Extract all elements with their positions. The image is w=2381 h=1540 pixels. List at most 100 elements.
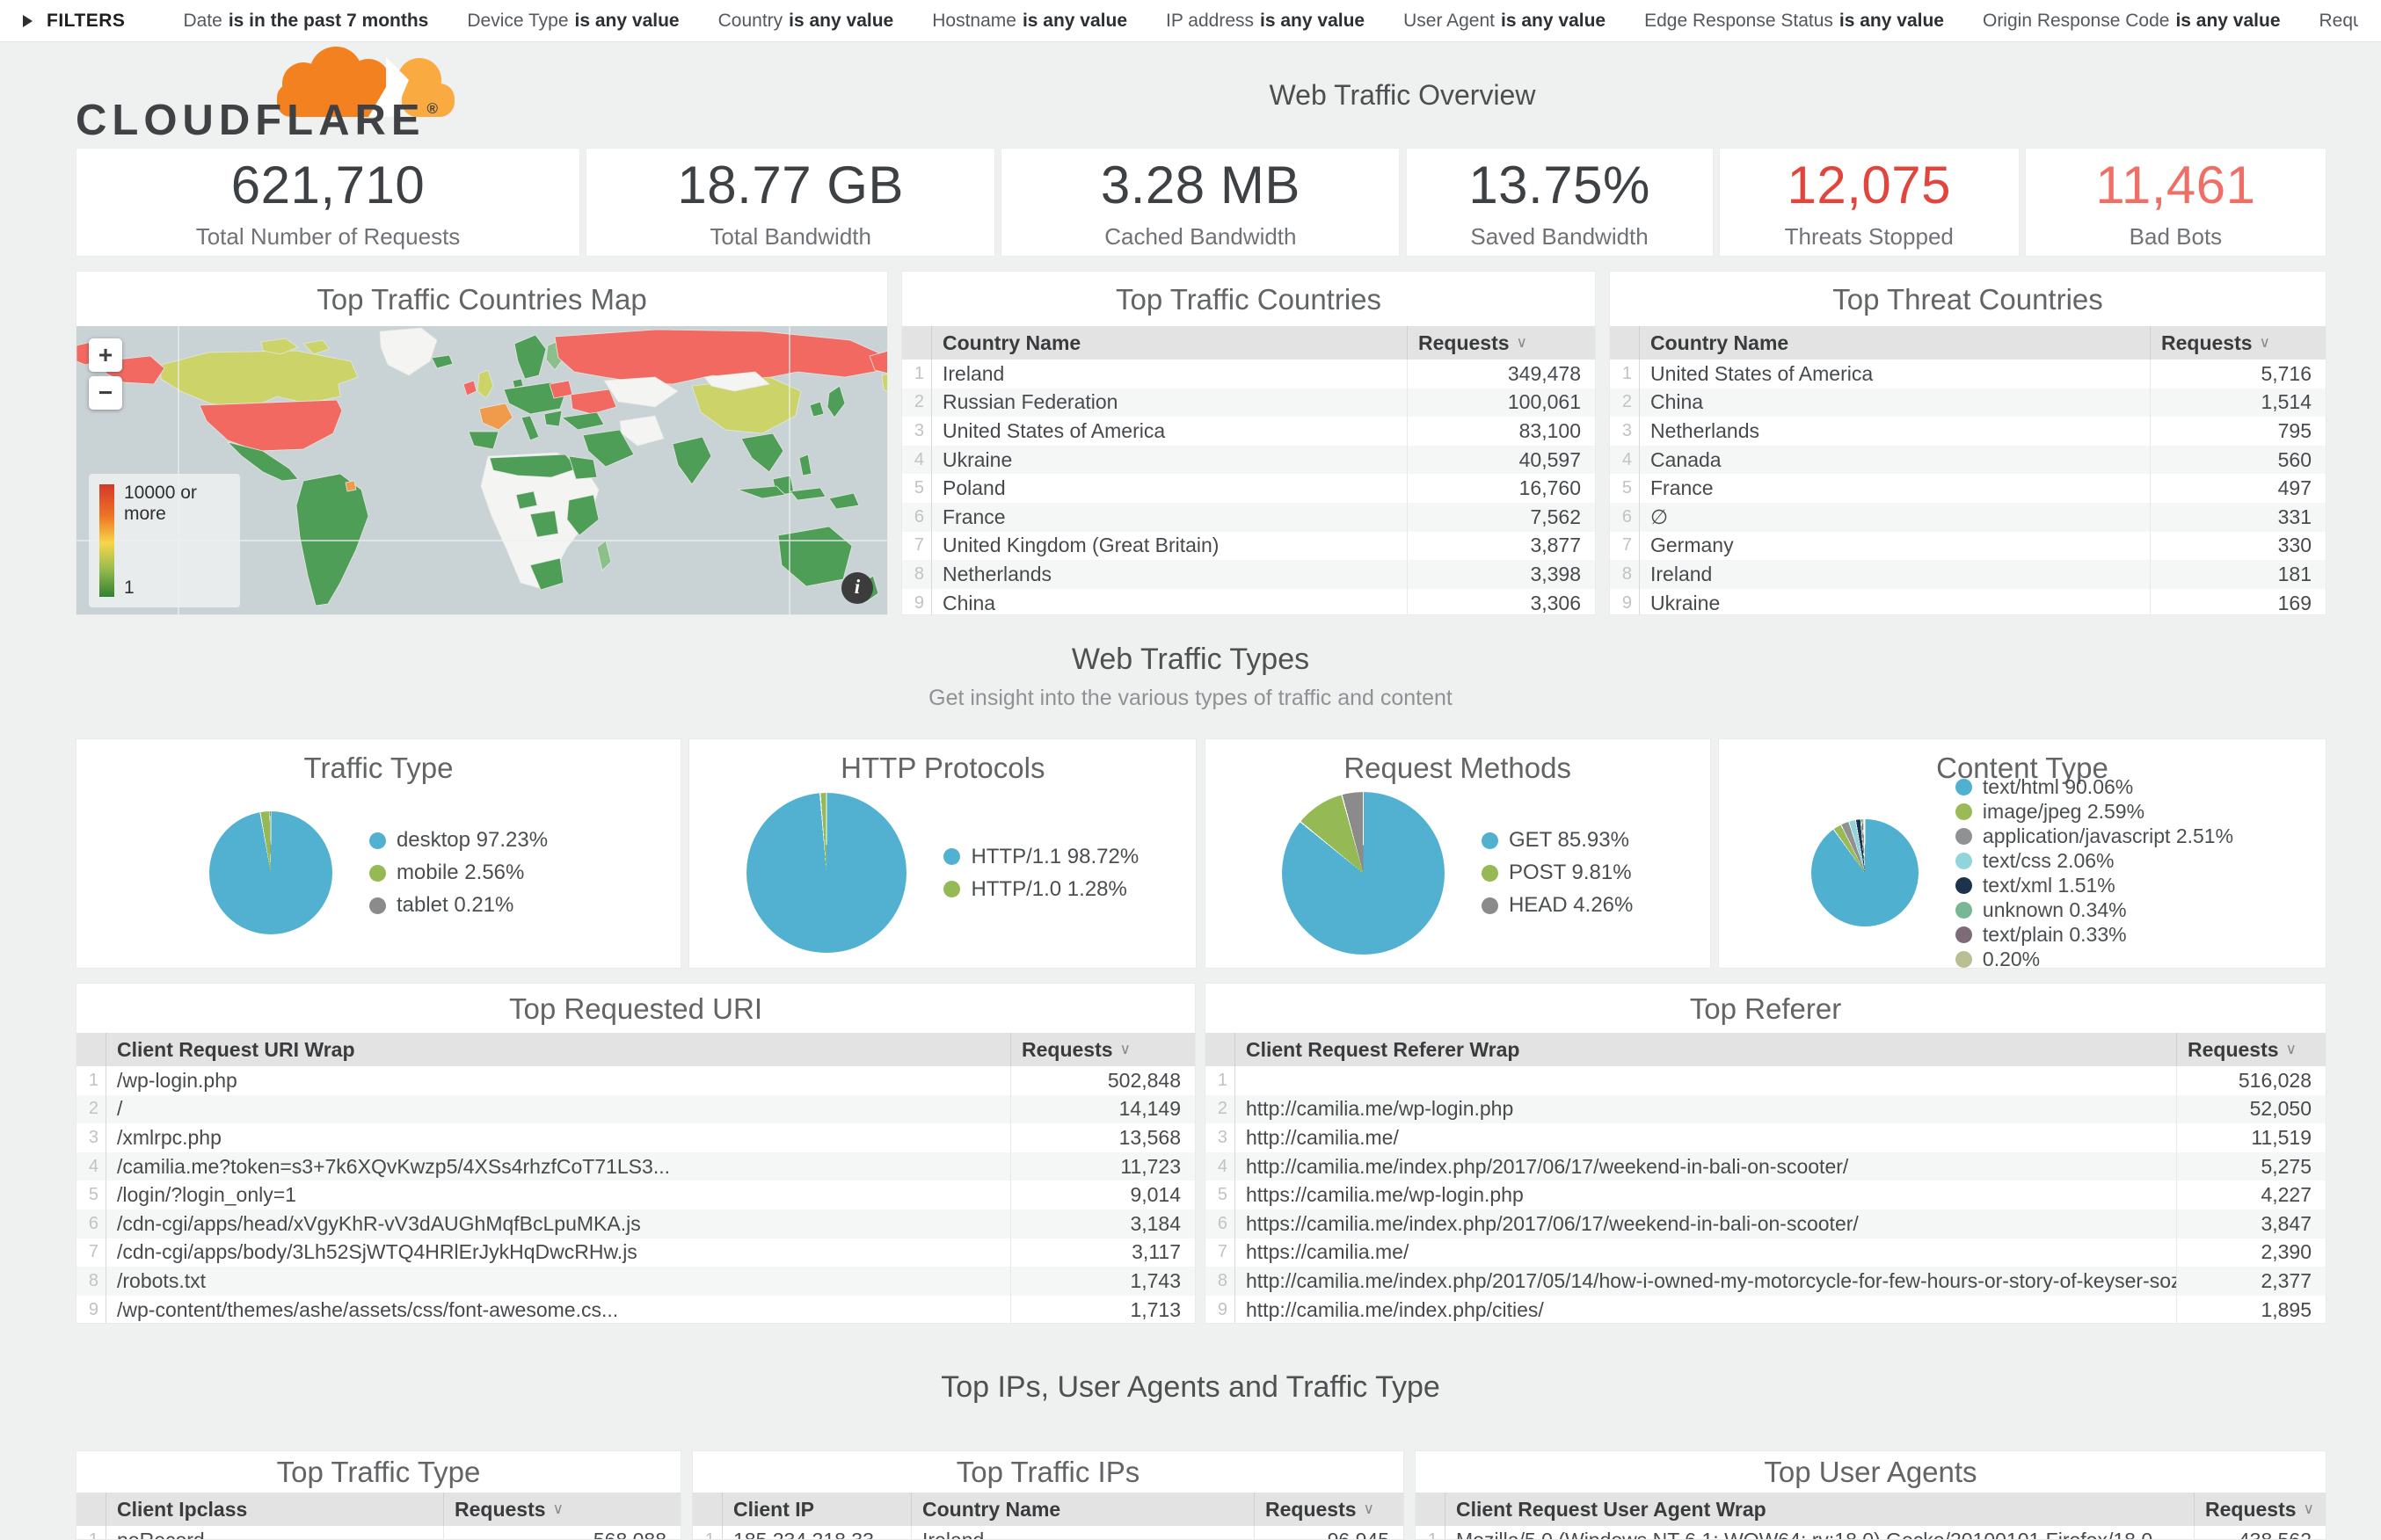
legend-item[interactable]: text/css 2.06% (1955, 849, 2233, 873)
legend-item[interactable]: desktop 97.23% (368, 828, 548, 853)
table-row[interactable]: 1 Ireland 349,478 (902, 360, 1595, 389)
legend-label: POST 9.81% (1508, 861, 1632, 884)
table-row[interactable]: 1 Mozilla/5.0 (Windows NT 6.1; WOW64; rv:… (1416, 1526, 2326, 1539)
legend-item[interactable]: HTTP/1.0 1.28% (943, 877, 1139, 902)
map-zoom-out-button[interactable]: − (89, 376, 122, 410)
table-row[interactable]: 3/xmlrpc.php 13,568 (76, 1123, 1195, 1152)
column-header[interactable]: Country Name (1650, 331, 1789, 354)
table-row[interactable]: 9 http://camilia.me/index.php/cities/1,89… (1205, 1295, 2326, 1323)
table-row[interactable]: 4/camilia.me?token=s3+7k6XQvKwzp5/4XSs4r… (76, 1151, 1195, 1181)
content-type-pie-chart[interactable] (1810, 819, 1919, 926)
table-row[interactable]: 4 http://camilia.me/index.php/2017/06/17/… (1205, 1151, 2326, 1181)
table-row[interactable]: 9 Ukraine 169 (1610, 588, 2326, 614)
column-header[interactable]: Requests ∨ (2150, 326, 2326, 360)
chart-legend: HTTP/1.1 98.72% HTTP/1.0 1.28% (943, 837, 1139, 910)
column-header[interactable]: Requests ∨ (1010, 1033, 1195, 1066)
table-row[interactable]: 4 Canada 560 (1610, 445, 2326, 475)
legend-item[interactable]: text/xml 1.51% (1955, 874, 2233, 897)
filter-item[interactable]: User Agent is any value (1403, 10, 1606, 31)
filter-item[interactable]: Request URIis any value (2319, 10, 2358, 31)
table-row[interactable]: 4 Ukraine 40,597 (902, 445, 1595, 475)
column-header[interactable]: Requests ∨ (1254, 1493, 1403, 1526)
table-row[interactable]: 2 http://camilia.me/wp-login.php 52,050 (1205, 1094, 2326, 1124)
filter-item[interactable]: Hostname is any value (932, 10, 1128, 31)
table-row[interactable]: 1 516,028 (1205, 1066, 2326, 1095)
legend-item[interactable]: HTTP/1.1 98.72% (943, 845, 1139, 869)
table-row[interactable]: 5 Poland 16,760 (902, 474, 1595, 503)
traffic-type-pie-chart[interactable] (208, 811, 332, 934)
table-row[interactable]: 8/robots.txt 1,743 (76, 1267, 1195, 1296)
table-row[interactable]: 1 noRecord 568,088 (76, 1526, 681, 1539)
column-header[interactable]: Country Name (943, 331, 1081, 354)
table-row[interactable]: 2 / 14,149 (76, 1094, 1195, 1124)
table-row[interactable]: 7/cdn-cgi/apps/body/3Lh52SjWTQ4HRlErJykH… (76, 1238, 1195, 1268)
legend-item[interactable]: 0.20% (1955, 948, 2233, 968)
legend-item[interactable]: text/html 90.06% (1955, 775, 2233, 799)
legend-item[interactable]: tablet 0.21% (368, 893, 548, 918)
top-requested-uri-panel: Top Requested URI Client Request URI Wra… (76, 983, 1196, 1324)
column-header[interactable]: Client Request Referer Wrap (1246, 1037, 1520, 1061)
request-methods-pie-chart[interactable] (1281, 791, 1445, 955)
row-number: 4 (1610, 445, 1640, 475)
table-row[interactable]: 6 France 7,562 (902, 502, 1595, 532)
table-row[interactable]: 5 France 497 (1610, 474, 2326, 503)
http-protocols-pie-chart[interactable] (746, 793, 907, 953)
table-row[interactable]: 9 China 3,306 (902, 588, 1595, 614)
table-row[interactable]: 6 https://camilia.me/index.php/2017/06/17… (1205, 1209, 2326, 1239)
column-header[interactable]: Requests ∨ (2176, 1033, 2326, 1066)
table-row[interactable]: 1 185.234.218.33 Ireland 96,945 (693, 1526, 1403, 1539)
filter-item[interactable]: Origin Response Code is any value (1982, 10, 2281, 31)
table-row[interactable]: 9/wp-content/themes/ashe/assets/css/font… (76, 1295, 1195, 1323)
filter-item[interactable]: Date is in the past 7 months (183, 10, 429, 31)
map-info-button[interactable]: i (841, 572, 873, 604)
legend-item[interactable]: GET 85.93% (1481, 828, 1633, 853)
column-header[interactable]: Client Ipclass (117, 1497, 248, 1521)
top-ips-section-header: Top IPs, User Agents and Traffic Type (0, 1324, 2381, 1450)
filter-item[interactable]: Country is any value (717, 10, 894, 31)
legend-item[interactable]: POST 9.81% (1481, 861, 1633, 885)
table-row[interactable]: 3 United States of America 83,100 (902, 417, 1595, 446)
column-header[interactable]: Client Request URI Wrap (117, 1037, 355, 1061)
column-header[interactable]: Requests ∨ (443, 1493, 681, 1526)
filter-item[interactable]: IP address is any value (1166, 10, 1365, 31)
table-row[interactable]: 7 United Kingdom (Great Britain) 3,877 (902, 531, 1595, 561)
filter-item[interactable]: Edge Response Status is any value (1644, 10, 1944, 31)
table-row[interactable]: 3 http://camilia.me/11,519 (1205, 1123, 2326, 1152)
map-zoom-in-button[interactable]: + (89, 338, 122, 372)
column-header[interactable]: Country Name (911, 1493, 1254, 1526)
table-header-row: Country Name Requests ∨ (1610, 326, 2326, 360)
panel-title: Top Traffic Type (276, 1456, 481, 1488)
table-row[interactable]: 8 Ireland 181 (1610, 560, 2326, 589)
table-row[interactable]: 5 https://camilia.me/wp-login.php 4,227 (1205, 1180, 2326, 1209)
table-row[interactable]: 2 Russian Federation 100,061 (902, 388, 1595, 418)
table-row[interactable]: 6/cdn-cgi/apps/head/xVgyKhR-vV3dAUGhMqfB… (76, 1209, 1195, 1239)
table-row[interactable]: 8 http://camilia.me/index.php/2017/05/14/… (1205, 1267, 2326, 1296)
column-header[interactable]: Requests ∨ (2194, 1493, 2326, 1526)
cell: 3,306 (1407, 588, 1595, 614)
table-row[interactable]: 3 Netherlands 795 (1610, 417, 2326, 446)
table-row[interactable]: 8 Netherlands 3,398 (902, 560, 1595, 589)
legend-item[interactable]: unknown 0.34% (1955, 898, 2233, 922)
table-row[interactable]: 7 https://camilia.me/2,390 (1205, 1238, 2326, 1268)
legend-item[interactable]: text/plain 0.33% (1955, 923, 2233, 947)
table-row[interactable]: 1 United States of America 5,716 (1610, 360, 2326, 389)
column-header[interactable]: Client IP (733, 1497, 815, 1521)
table-row[interactable]: 2 China 1,514 (1610, 388, 2326, 418)
filters-expand-icon[interactable] (23, 14, 33, 27)
column-header[interactable]: Requests ∨ (1407, 326, 1595, 360)
legend-item[interactable]: mobile 2.56% (368, 861, 548, 885)
legend-item[interactable]: image/jpeg 2.59% (1955, 800, 2233, 824)
table-row[interactable]: 1/wp-login.php 502,848 (76, 1066, 1195, 1095)
table-row[interactable]: 7 Germany 330 (1610, 531, 2326, 561)
row-number: 4 (902, 445, 932, 475)
legend-item[interactable]: HEAD 4.26% (1481, 893, 1633, 918)
panel-title: Top User Agents (1764, 1456, 1977, 1488)
table-row[interactable]: 6 ∅ 331 (1610, 502, 2326, 532)
table-header-row: Client IP Country Name Requests ∨ (693, 1493, 1403, 1526)
filter-item[interactable]: Device Type is any value (467, 10, 680, 31)
world-map[interactable]: + − 10000 or more 1 i (76, 326, 887, 614)
table-header-row: Client Request User Agent Wrap Requests ∨ (1416, 1493, 2326, 1526)
table-row[interactable]: 5/login/?login_only=1 9,014 (76, 1180, 1195, 1209)
legend-item[interactable]: application/javascript 2.51% (1955, 824, 2233, 848)
column-header[interactable]: Client Request User Agent Wrap (1456, 1497, 1766, 1521)
